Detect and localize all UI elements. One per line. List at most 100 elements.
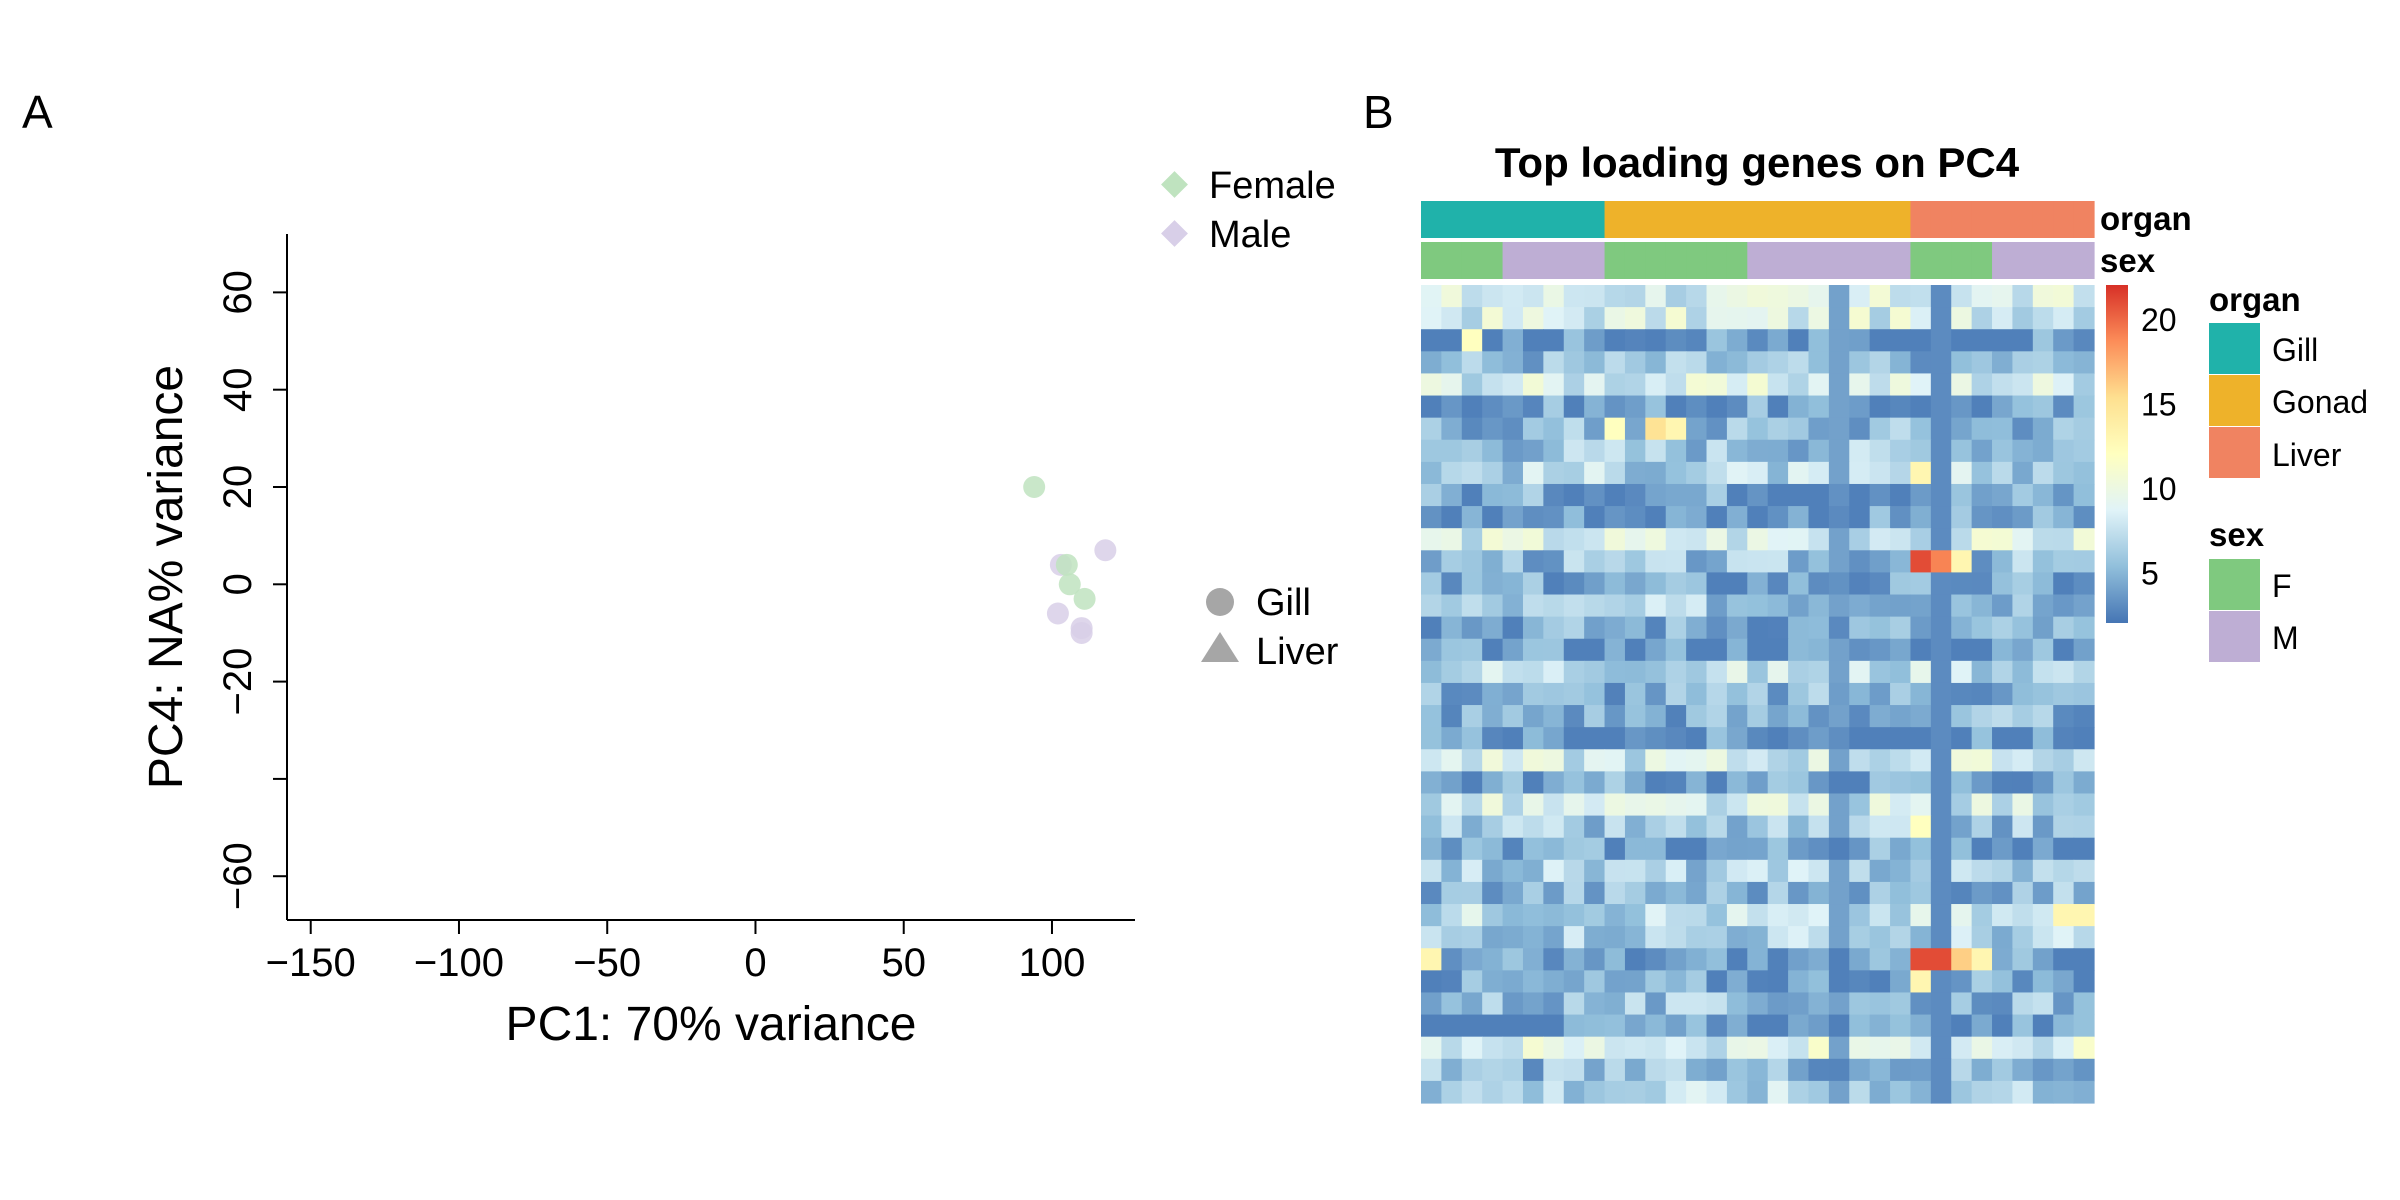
heatmap-cell [1747,660,1769,684]
heatmap-cell [1992,572,2014,596]
heatmap-cell [1543,682,1565,706]
heatmap-cell [1563,1036,1585,1060]
heatmap-cell [1461,1036,1483,1060]
heatmap-cell [1604,506,1626,529]
heatmap-cell [2073,904,2095,927]
heatmap-cell [2032,528,2054,551]
heatmap-cell [2053,815,2075,839]
heatmap-cell [1502,948,1524,971]
heatmap-cell [1543,307,1565,330]
heatmap-cell [1930,351,1952,375]
heatmap-cell [1808,881,1830,905]
heatmap-cell [2012,307,2034,330]
heatmap-cell [2053,594,2075,618]
heatmap-cell [2032,815,2054,839]
heatmap-cell [1726,351,1748,375]
heatmap-cell [1563,992,1585,1016]
heatmap-cell [1747,749,1769,772]
heatmap-cell [1706,329,1728,352]
heatmap-cell [1747,705,1769,728]
heatmap-cell [1869,815,1891,839]
heatmap-cell [1441,970,1463,994]
heatmap-cell [1808,329,1830,352]
heatmap-cell [1951,1058,1973,1082]
heatmap-cell [1421,727,1442,750]
heatmap-cell [1767,616,1789,640]
heatmap-cell [1502,859,1524,883]
heatmap-cell [1971,881,1993,905]
heatmap-cell [1726,926,1748,949]
heatmap-cell [1971,307,1993,330]
heatmap-cell [1869,1058,1891,1082]
heatmap-cell [2073,285,2095,308]
heatmap-cell [1767,1080,1789,1104]
heatmap-cell [1971,528,1993,551]
heatmap-cell [1767,373,1789,397]
heatmap-cell [1890,373,1912,397]
heatmap-cell [1686,970,1708,994]
heatmap-cell [1482,859,1504,883]
heatmap-cell [1726,793,1748,817]
heatmap-cell [1584,660,1606,684]
heatmap-cell [2012,506,2034,529]
heatmap-cell [1828,904,1850,927]
heatmap-cell [1849,970,1871,994]
heatmap-cell [1869,395,1891,419]
heatmap-cell [1869,528,1891,551]
heatmap-cell [1522,859,1544,883]
heatmap-cell [1645,682,1667,706]
heatmap-cell [1502,881,1524,905]
heatmap-cell [1971,329,1993,352]
heatmap-cell [1890,660,1912,684]
heatmap-cell [1808,307,1830,330]
heatmap-cell [1522,285,1544,308]
heatmap-cell [2053,1036,2075,1060]
heatmap-cell [2073,373,2095,397]
heatmap-cell [2012,771,2034,795]
heatmap-cell [1869,837,1891,861]
heatmap-cell [1522,439,1544,463]
heatmap-cell [1992,859,2014,883]
heatmap-cell [1930,837,1952,861]
heatmap-cell [1726,660,1748,684]
heatmap-cell [1421,660,1442,684]
heatmap-cell [1665,528,1687,551]
heatmap-cell [1808,1036,1830,1060]
heatmap-cell [1951,1080,1973,1104]
heatmap-cell [1706,970,1728,994]
heatmap-cell [1461,594,1483,618]
heatmap-cell [1482,483,1504,507]
heatmap-cell [1828,1058,1850,1082]
heatmap-cell [1543,572,1565,596]
organ-annotation-cell [1706,201,1728,238]
heatmap-cell [1604,749,1626,772]
heatmap-cell [1747,307,1769,330]
heatmap-cell [1482,329,1504,352]
heatmap-cell [1706,904,1728,927]
sex-annotation-cell [1992,242,2014,279]
heatmap-cell [1747,793,1769,817]
heatmap-cell [1502,705,1524,728]
heatmap-cell [1502,837,1524,861]
organ-annotation-cell [1971,201,1993,238]
heatmap-cell [2012,417,2034,441]
heatmap-cell [1482,793,1504,817]
heatmap-cell [1849,638,1871,662]
heatmap-cell [1604,616,1626,640]
heatmap-cell [2012,749,2034,772]
heatmap-cell [2073,594,2095,618]
heatmap-cell [1421,705,1442,728]
heatmap-cell [1747,948,1769,971]
heatmap-cell [1665,550,1687,574]
heatmap-cell [1502,638,1524,662]
heatmap-cell [1584,351,1606,375]
heatmap-cell [1951,550,1973,574]
heatmap-cell [1971,616,1993,640]
heatmap-cell [1665,1014,1687,1038]
heatmap-cell [1604,992,1626,1016]
heatmap-cell [1788,594,1810,618]
sex-annotation-cell [1604,242,1626,279]
heatmap-cell [1869,881,1891,905]
heatmap-cell [1686,815,1708,839]
heatmap-cell [1502,1058,1524,1082]
